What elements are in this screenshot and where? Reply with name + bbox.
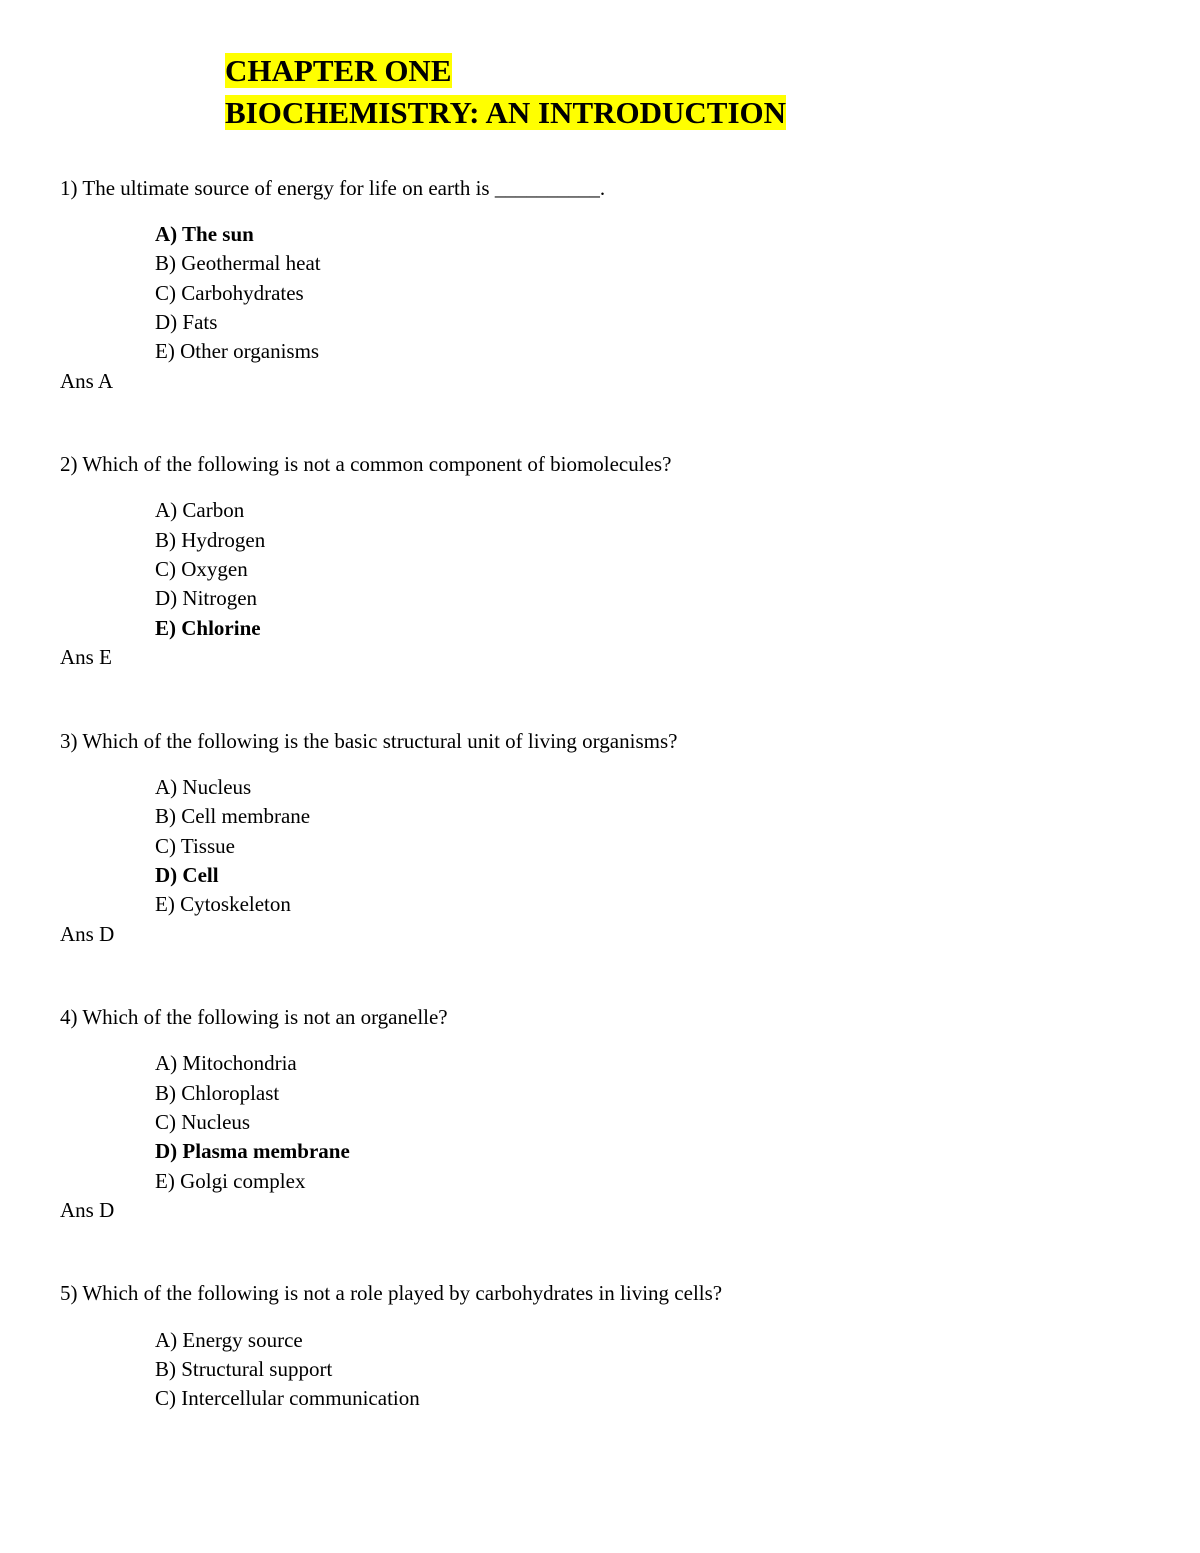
option: A) Energy source (155, 1326, 1140, 1354)
option: C) Carbohydrates (155, 279, 1140, 307)
option: B) Geothermal heat (155, 249, 1140, 277)
question-text: 1) The ultimate source of energy for lif… (60, 174, 1140, 202)
option: B) Cell membrane (155, 802, 1140, 830)
options-list: A) CarbonB) HydrogenC) OxygenD) Nitrogen… (155, 496, 1140, 642)
option: E) Golgi complex (155, 1167, 1140, 1195)
option: C) Tissue (155, 832, 1140, 860)
option: E) Other organisms (155, 337, 1140, 365)
questions-container: 1) The ultimate source of energy for lif… (60, 174, 1140, 1413)
question-block: 1) The ultimate source of energy for lif… (60, 174, 1140, 395)
question-block: 4) Which of the following is not an orga… (60, 1003, 1140, 1224)
question-block: 2) Which of the following is not a commo… (60, 450, 1140, 671)
option: A) Nucleus (155, 773, 1140, 801)
chapter-subtitle: BIOCHEMISTRY: AN INTRODUCTION (225, 95, 786, 130)
question-block: 3) Which of the following is the basic s… (60, 727, 1140, 948)
answer-line: Ans E (60, 643, 1140, 671)
options-list: A) NucleusB) Cell membraneC) TissueD) Ce… (155, 773, 1140, 919)
title-block: CHAPTER ONE BIOCHEMISTRY: AN INTRODUCTIO… (225, 50, 1140, 134)
option: D) Nitrogen (155, 584, 1140, 612)
option: E) Cytoskeleton (155, 890, 1140, 918)
question-text: 2) Which of the following is not a commo… (60, 450, 1140, 478)
option: B) Structural support (155, 1355, 1140, 1383)
option: D) Cell (155, 861, 1140, 889)
options-list: A) The sunB) Geothermal heatC) Carbohydr… (155, 220, 1140, 366)
option: A) Mitochondria (155, 1049, 1140, 1077)
option: B) Hydrogen (155, 526, 1140, 554)
option: B) Chloroplast (155, 1079, 1140, 1107)
option: A) The sun (155, 220, 1140, 248)
answer-line: Ans D (60, 1196, 1140, 1224)
options-list: A) MitochondriaB) ChloroplastC) NucleusD… (155, 1049, 1140, 1195)
option: C) Intercellular communication (155, 1384, 1140, 1412)
chapter-title: CHAPTER ONE (225, 53, 452, 88)
option: C) Nucleus (155, 1108, 1140, 1136)
question-block: 5) Which of the following is not a role … (60, 1279, 1140, 1412)
option: C) Oxygen (155, 555, 1140, 583)
option: A) Carbon (155, 496, 1140, 524)
answer-line: Ans D (60, 920, 1140, 948)
option: D) Fats (155, 308, 1140, 336)
question-text: 3) Which of the following is the basic s… (60, 727, 1140, 755)
question-text: 5) Which of the following is not a role … (60, 1279, 1140, 1307)
option: E) Chlorine (155, 614, 1140, 642)
question-text: 4) Which of the following is not an orga… (60, 1003, 1140, 1031)
answer-line: Ans A (60, 367, 1140, 395)
options-list: A) Energy sourceB) Structural supportC) … (155, 1326, 1140, 1413)
option: D) Plasma membrane (155, 1137, 1140, 1165)
